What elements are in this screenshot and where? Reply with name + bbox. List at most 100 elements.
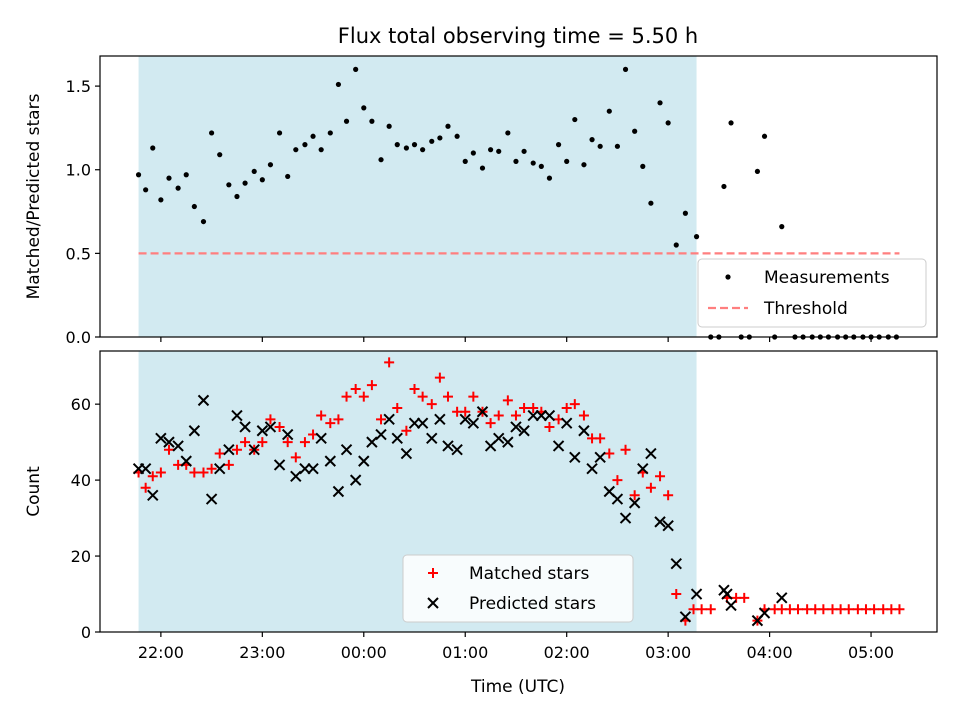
matched-star-point bbox=[671, 589, 682, 600]
predicted-star-point bbox=[332, 485, 345, 498]
y-tick-label: 0.5 bbox=[66, 244, 91, 263]
measurement-point bbox=[682, 210, 688, 216]
measurement-point bbox=[226, 182, 232, 188]
measurement-point bbox=[183, 172, 189, 178]
matched-star-point bbox=[223, 459, 234, 470]
matched-star-point bbox=[620, 444, 631, 455]
matched-star-point bbox=[894, 604, 905, 615]
matched-star-point bbox=[528, 402, 539, 413]
predicted-star-point bbox=[552, 440, 565, 452]
matched-star-point bbox=[493, 410, 504, 421]
predicted-star-point bbox=[662, 519, 674, 532]
matched-star-point bbox=[299, 437, 310, 448]
legend-matched-marker bbox=[428, 568, 438, 578]
predicted-star-point bbox=[518, 425, 530, 437]
predicted-star-point bbox=[366, 436, 378, 448]
predicted-star-point bbox=[147, 489, 159, 502]
matched-star-point bbox=[366, 380, 377, 391]
matched-star-point bbox=[629, 490, 640, 501]
plot-frame bbox=[99, 55, 938, 338]
y-axis-label: Count bbox=[24, 466, 44, 517]
predicted-star-point bbox=[586, 463, 598, 475]
predicted-star-point bbox=[223, 444, 235, 456]
measurement-point bbox=[555, 142, 562, 148]
predicted-star-point bbox=[434, 413, 446, 426]
matched-star-point bbox=[818, 604, 829, 615]
predicted-star-point bbox=[281, 428, 294, 441]
predicted-star-point bbox=[670, 557, 682, 570]
predicted-star-point bbox=[459, 413, 471, 426]
predicted-star-point bbox=[340, 444, 353, 456]
matched-star-point bbox=[843, 604, 854, 615]
measurement-point bbox=[445, 123, 451, 129]
legend-label: Measurements bbox=[764, 268, 890, 288]
matched-star-point bbox=[231, 444, 242, 455]
legend: Matched stars Predicted stars bbox=[402, 554, 634, 623]
predicted-star-point bbox=[628, 497, 641, 509]
predicted-star-point bbox=[645, 447, 657, 460]
legend-box bbox=[697, 258, 927, 328]
measurement-point bbox=[564, 158, 570, 164]
x-tick-label: 00:00 bbox=[341, 643, 387, 662]
matched-star-point bbox=[282, 437, 293, 448]
predicted-star-point bbox=[476, 406, 489, 418]
predicted-star-point bbox=[679, 611, 692, 623]
matched-star-point bbox=[401, 425, 412, 436]
predicted-star-point bbox=[400, 447, 413, 460]
predicted-star-point bbox=[451, 444, 463, 456]
measurement-point bbox=[293, 147, 299, 153]
predicted-star-point bbox=[527, 409, 539, 422]
measurement-point bbox=[150, 145, 156, 151]
measurement-point bbox=[335, 81, 342, 88]
matched-star-point bbox=[426, 399, 437, 410]
observing-interval-shade bbox=[138, 56, 697, 337]
measurement-point bbox=[761, 133, 768, 139]
matched-star-point bbox=[645, 482, 656, 493]
matched-star-point bbox=[485, 418, 496, 429]
matched-star-point bbox=[257, 437, 268, 448]
measurement-point bbox=[614, 143, 621, 149]
predicted-star-point bbox=[594, 451, 606, 464]
predicted-star-point bbox=[205, 493, 218, 505]
matched-star-point bbox=[384, 357, 395, 368]
measurement-point bbox=[200, 218, 207, 225]
measurement-point bbox=[378, 157, 384, 163]
x-tick-label: 05:00 bbox=[848, 643, 894, 662]
y-axis-label: Matched/Predicted stars bbox=[24, 93, 44, 299]
measurement-point bbox=[479, 165, 486, 171]
matched-star-point bbox=[189, 467, 200, 478]
legend-label: Predicted stars bbox=[469, 594, 596, 614]
predicted-star-point bbox=[442, 440, 454, 452]
measurement-point bbox=[496, 148, 502, 154]
measurement-point bbox=[302, 142, 308, 148]
matched-star-point bbox=[442, 391, 453, 402]
predicted-star-point bbox=[391, 432, 403, 445]
measurement-point bbox=[285, 173, 291, 180]
series-matched-stars bbox=[133, 357, 905, 626]
matched-star-point bbox=[333, 414, 344, 425]
matched-star-point bbox=[510, 410, 521, 421]
matched-star-point bbox=[696, 604, 707, 615]
measurement-point bbox=[622, 66, 629, 72]
matched-star-point bbox=[663, 490, 674, 501]
measurement-point bbox=[158, 197, 164, 203]
y-tick-label: 0 bbox=[81, 623, 91, 642]
y-tick-label: 60 bbox=[71, 395, 91, 414]
predicted-star-point bbox=[214, 463, 226, 475]
measurement-point bbox=[488, 147, 494, 153]
matched-star-point bbox=[793, 604, 804, 615]
legend-label: Threshold bbox=[763, 299, 848, 319]
y-tick-label: 40 bbox=[71, 471, 91, 490]
matched-star-point bbox=[434, 372, 445, 383]
measurement-point bbox=[673, 242, 679, 248]
measurement-point bbox=[505, 130, 511, 136]
predicted-star-point bbox=[578, 425, 590, 437]
predicted-star-point bbox=[493, 432, 505, 445]
matched-star-point bbox=[341, 391, 352, 402]
predicted-star-point bbox=[273, 459, 286, 471]
predicted-star-point bbox=[560, 417, 573, 429]
predicted-star-point bbox=[315, 432, 327, 445]
predicted-star-point bbox=[721, 588, 733, 600]
matched-star-point bbox=[358, 391, 369, 402]
